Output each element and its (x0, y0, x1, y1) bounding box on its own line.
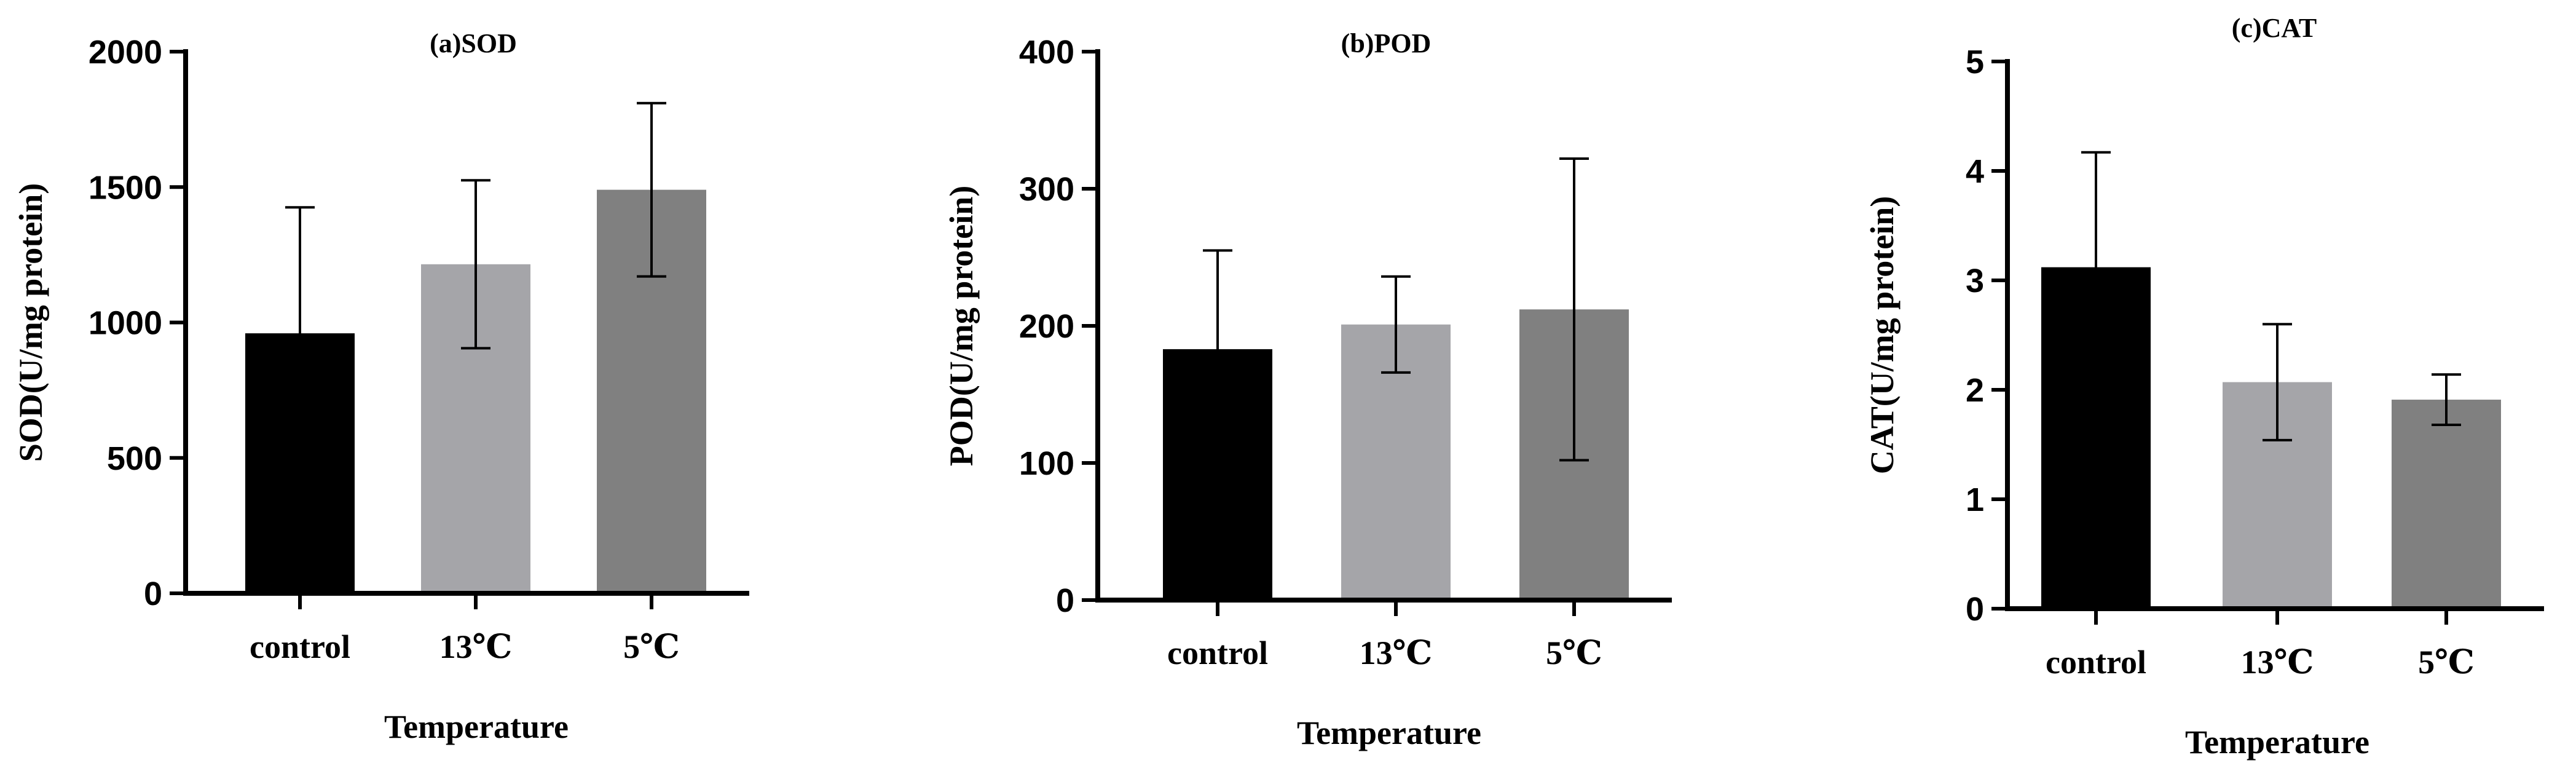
cat-category-label-2: 5℃ (2418, 644, 2475, 681)
pod-category-label-1: 13℃ (1360, 635, 1433, 671)
pod-title: (b)POD (1341, 28, 1432, 58)
pod-ytick-label-3: 300 (1019, 171, 1074, 208)
sod-ytick-label-3: 1500 (89, 169, 162, 206)
sod-xlabel: Temperature (384, 708, 569, 745)
pod-ytick-label-2: 200 (1019, 308, 1074, 345)
sod-ytick-label-1: 500 (107, 440, 162, 477)
pod-category-label-2: 5℃ (1546, 635, 1602, 671)
cat-ytick-label-1: 1 (1966, 481, 1984, 518)
pod-xlabel: Temperature (1297, 714, 1481, 751)
sod-ytick-label-4: 2000 (89, 34, 162, 71)
cat-category-label-1: 13℃ (2241, 644, 2314, 681)
pod-ytick-label-1: 100 (1019, 445, 1074, 482)
cat-ytick-label-4: 4 (1966, 153, 1984, 190)
cat-ytick-label-5: 5 (1966, 44, 1984, 81)
pod-ytick-label-4: 400 (1019, 34, 1074, 71)
sod-category-label-2: 5℃ (623, 628, 680, 665)
cat-bar-2 (2392, 400, 2501, 609)
cat-title: (c)CAT (2232, 13, 2317, 43)
pod-ytick-label-0: 0 (1056, 582, 1074, 619)
sod-ytick-label-0: 0 (144, 575, 162, 612)
pod-category-label-0: control (1167, 635, 1268, 671)
cat-category-label-0: control (2046, 644, 2146, 681)
cat-ylabel: CAT(U/mg protein) (1864, 196, 1900, 474)
cat-ytick-label-3: 3 (1966, 263, 1984, 299)
sod-category-label-1: 13℃ (439, 628, 513, 665)
sod-ytick-label-2: 1000 (89, 305, 162, 342)
sod-ylabel: SOD(U/mg protein) (12, 183, 49, 462)
sod-category-label-0: control (250, 628, 350, 665)
cat-ytick-label-0: 0 (1966, 591, 1984, 628)
sod-title: (a)SOD (430, 28, 517, 58)
cat-ytick-label-2: 2 (1966, 372, 1984, 409)
cat-xlabel: Temperature (2185, 724, 2369, 761)
pod-ylabel: POD(U/mg protein) (943, 186, 980, 466)
